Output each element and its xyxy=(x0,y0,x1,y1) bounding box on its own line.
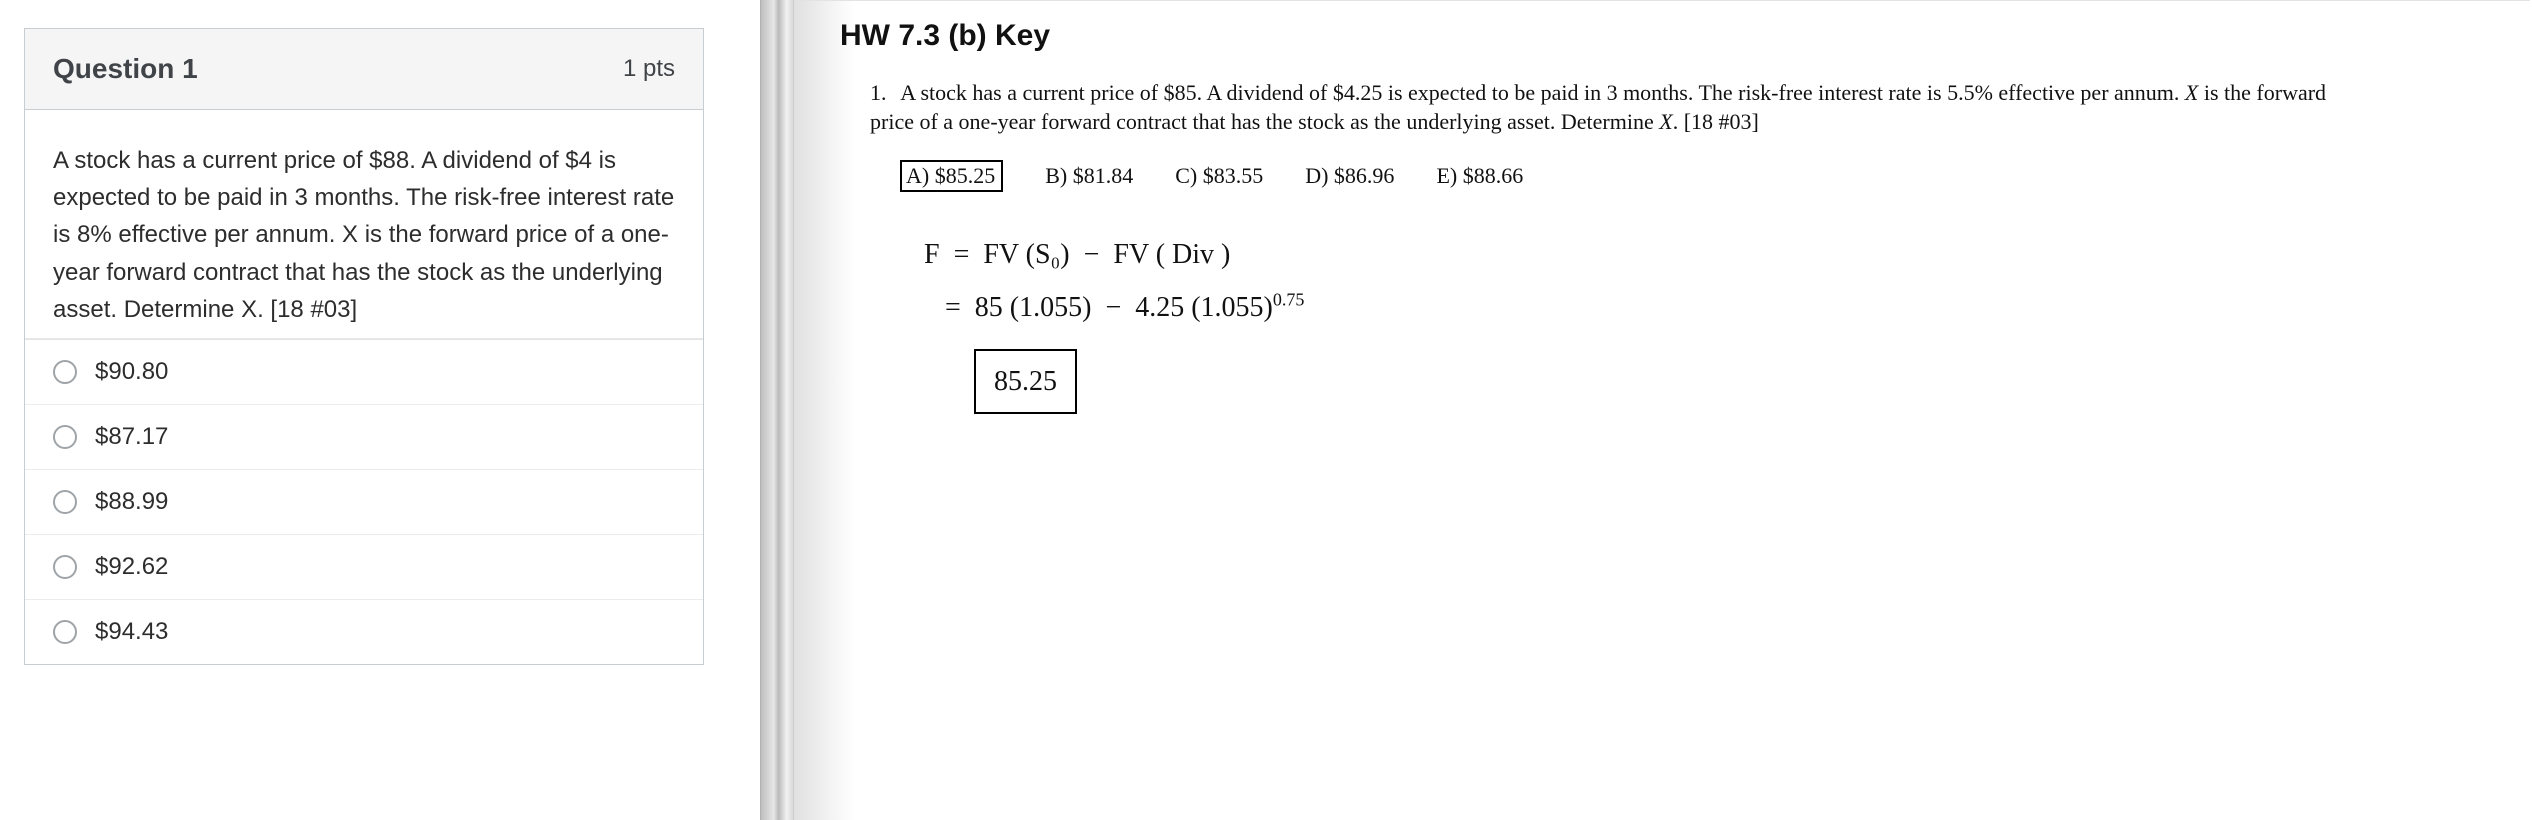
question-prompt: A stock has a current price of $88. A di… xyxy=(25,110,703,339)
radio-icon xyxy=(53,555,77,579)
choice-b: B) $81.84 xyxy=(1045,163,1133,189)
option-label: $87.17 xyxy=(95,423,168,451)
book-spine xyxy=(760,0,794,820)
work-line-1: F = FV (S₀) − FV ( Div ) xyxy=(924,228,2470,281)
option-label: $92.62 xyxy=(95,553,168,581)
work-line-2-exponent: 0.75 xyxy=(1273,290,1305,310)
variable-x: X xyxy=(2185,80,2198,105)
choice-e: E) $88.66 xyxy=(1436,163,1523,189)
choice-d: D) $86.96 xyxy=(1305,163,1394,189)
work-line-2: = 85 (1.055) − 4.25 (1.055)0.75 xyxy=(924,281,2470,334)
work-line-2-base: = 85 (1.055) − 4.25 (1.055) xyxy=(924,292,1273,323)
textbook-page: HW 7.3 (b) Key 1. A stock has a current … xyxy=(760,0,2530,820)
option-label: $88.99 xyxy=(95,488,168,516)
quiz-question-card: Question 1 1 pts A stock has a current p… xyxy=(24,28,704,665)
quiz-header: Question 1 1 pts xyxy=(25,29,703,110)
answer-option-3[interactable]: $92.62 xyxy=(25,534,703,599)
radio-icon xyxy=(53,360,77,384)
problem-number: 1. xyxy=(870,79,896,108)
choice-c: C) $83.55 xyxy=(1175,163,1263,189)
option-label: $90.80 xyxy=(95,358,168,386)
answer-option-4[interactable]: $94.43 xyxy=(25,599,703,664)
radio-icon xyxy=(53,490,77,514)
answer-key-choices: A) $85.25 B) $81.84 C) $83.55 D) $86.96 … xyxy=(900,160,2470,192)
radio-icon xyxy=(53,425,77,449)
choice-a-correct: A) $85.25 xyxy=(900,160,1003,192)
homework-title: HW 7.3 (b) Key xyxy=(840,19,2470,53)
page-content: HW 7.3 (b) Key 1. A stock has a current … xyxy=(794,0,2530,820)
answer-option-0[interactable]: $90.80 xyxy=(25,339,703,404)
problem-text-part-c: . [18 #03] xyxy=(1673,109,1759,134)
question-title: Question 1 xyxy=(53,53,198,85)
option-label: $94.43 xyxy=(95,618,168,646)
question-points: 1 pts xyxy=(623,55,675,83)
answer-option-1[interactable]: $87.17 xyxy=(25,404,703,469)
answer-option-2[interactable]: $88.99 xyxy=(25,469,703,534)
answer-options: $90.80 $87.17 $88.99 $92.62 $94.43 xyxy=(25,339,703,664)
variable-x: X xyxy=(1659,109,1672,134)
handwritten-work: F = FV (S₀) − FV ( Div ) = 85 (1.055) − … xyxy=(924,228,2470,414)
problem-1: 1. A stock has a current price of $85. A… xyxy=(870,79,2370,136)
problem-text-part-a: A stock has a current price of $85. A di… xyxy=(900,80,2185,105)
page-shadow xyxy=(794,1,854,820)
radio-icon xyxy=(53,620,77,644)
final-answer-box: 85.25 xyxy=(974,349,1077,414)
